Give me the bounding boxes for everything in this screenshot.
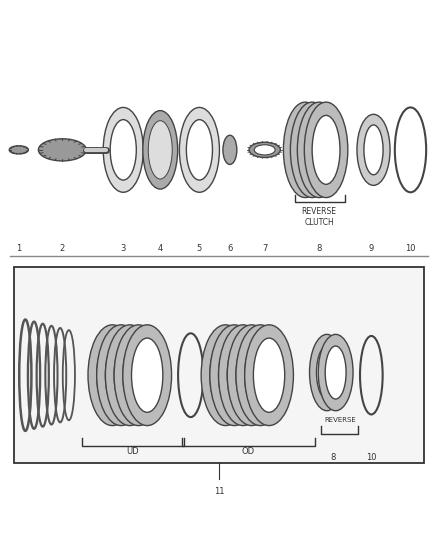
Ellipse shape [97, 325, 145, 425]
Text: 9: 9 [369, 244, 374, 253]
Ellipse shape [223, 135, 237, 165]
Text: 7: 7 [262, 244, 267, 253]
Text: 8: 8 [316, 244, 322, 253]
Ellipse shape [227, 338, 258, 413]
Text: 8: 8 [330, 453, 336, 462]
Ellipse shape [364, 125, 383, 175]
Ellipse shape [123, 325, 172, 425]
Ellipse shape [305, 115, 333, 184]
Ellipse shape [106, 338, 137, 413]
Ellipse shape [114, 325, 163, 425]
Text: 6: 6 [227, 244, 233, 253]
Bar [14, 266, 424, 463]
Text: REVERSE
CLUTCH: REVERSE CLUTCH [302, 207, 336, 227]
Ellipse shape [249, 142, 280, 157]
Ellipse shape [106, 325, 154, 425]
Ellipse shape [310, 334, 344, 411]
Text: 11: 11 [214, 487, 224, 496]
Ellipse shape [290, 102, 334, 198]
Ellipse shape [318, 334, 353, 411]
Ellipse shape [283, 102, 327, 198]
Ellipse shape [210, 325, 258, 425]
Ellipse shape [88, 325, 137, 425]
Ellipse shape [304, 102, 348, 198]
Ellipse shape [103, 108, 143, 192]
Text: 4: 4 [158, 244, 163, 253]
Ellipse shape [219, 325, 267, 425]
Ellipse shape [123, 338, 154, 413]
Ellipse shape [357, 114, 390, 185]
Text: 1: 1 [16, 244, 21, 253]
Text: REVERSE: REVERSE [324, 417, 356, 423]
Ellipse shape [9, 146, 28, 154]
Ellipse shape [253, 338, 285, 413]
Ellipse shape [201, 325, 250, 425]
Ellipse shape [210, 338, 241, 413]
Text: 5: 5 [197, 244, 202, 253]
Ellipse shape [245, 325, 293, 425]
Ellipse shape [180, 108, 219, 192]
Ellipse shape [325, 346, 346, 399]
Ellipse shape [148, 120, 172, 179]
Ellipse shape [97, 338, 128, 413]
Text: UD: UD [127, 447, 139, 456]
Ellipse shape [298, 115, 326, 184]
Ellipse shape [297, 102, 341, 198]
Text: OD: OD [242, 447, 255, 456]
Ellipse shape [227, 325, 276, 425]
Ellipse shape [312, 115, 340, 184]
Ellipse shape [114, 338, 145, 413]
Text: 10: 10 [405, 244, 416, 253]
Ellipse shape [39, 139, 86, 161]
Ellipse shape [236, 325, 285, 425]
Text: 10: 10 [366, 453, 377, 462]
Ellipse shape [143, 111, 178, 189]
Ellipse shape [236, 338, 267, 413]
Ellipse shape [254, 145, 275, 155]
Ellipse shape [131, 338, 163, 413]
Ellipse shape [219, 338, 250, 413]
Text: 3: 3 [120, 244, 126, 253]
Ellipse shape [245, 338, 276, 413]
Ellipse shape [317, 346, 337, 399]
Ellipse shape [186, 119, 212, 180]
Ellipse shape [110, 119, 136, 180]
Ellipse shape [291, 115, 319, 184]
Text: 2: 2 [60, 244, 65, 253]
